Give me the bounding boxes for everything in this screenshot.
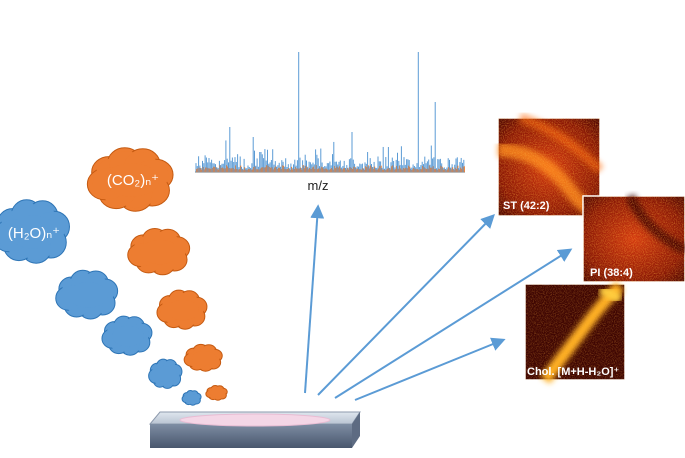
cloud (127, 227, 191, 276)
ms-image: Chol. [M+H-H₂O]⁺ (524, 281, 626, 384)
cloud (148, 358, 183, 389)
cloud-core (112, 325, 144, 347)
cloud (86, 147, 174, 212)
image-label: ST (42:2) (503, 200, 550, 212)
cloud-core (104, 163, 160, 197)
cloud (0, 199, 70, 264)
mass-spectrum (195, 52, 465, 173)
image-label: Chol. [M+H-H₂O]⁺ (527, 366, 619, 378)
cloud-core (167, 299, 199, 321)
cloud-core (140, 239, 180, 265)
cloud (181, 390, 202, 406)
cloud (101, 315, 153, 356)
cloud-core (185, 394, 199, 402)
cloud-core (68, 282, 108, 308)
cloud-core (191, 350, 217, 366)
ms-image: PI (38:4) (582, 193, 685, 283)
cloud (205, 385, 228, 401)
cloud (55, 269, 119, 320)
slide (148, 411, 361, 448)
ion-clouds (0, 147, 228, 406)
cloud-core (210, 389, 224, 397)
ion-label: (H₂O)ₙ⁺ (8, 225, 60, 242)
image-label: PI (38:4) (590, 267, 633, 279)
axis-label: m/z (308, 178, 329, 193)
ion-label: (CO₂)ₙ⁺ (107, 172, 159, 189)
cloud (183, 343, 223, 372)
cloud-core (155, 366, 177, 382)
arrows (304, 204, 573, 401)
cloud-core (8, 215, 58, 249)
cloud (156, 289, 208, 330)
